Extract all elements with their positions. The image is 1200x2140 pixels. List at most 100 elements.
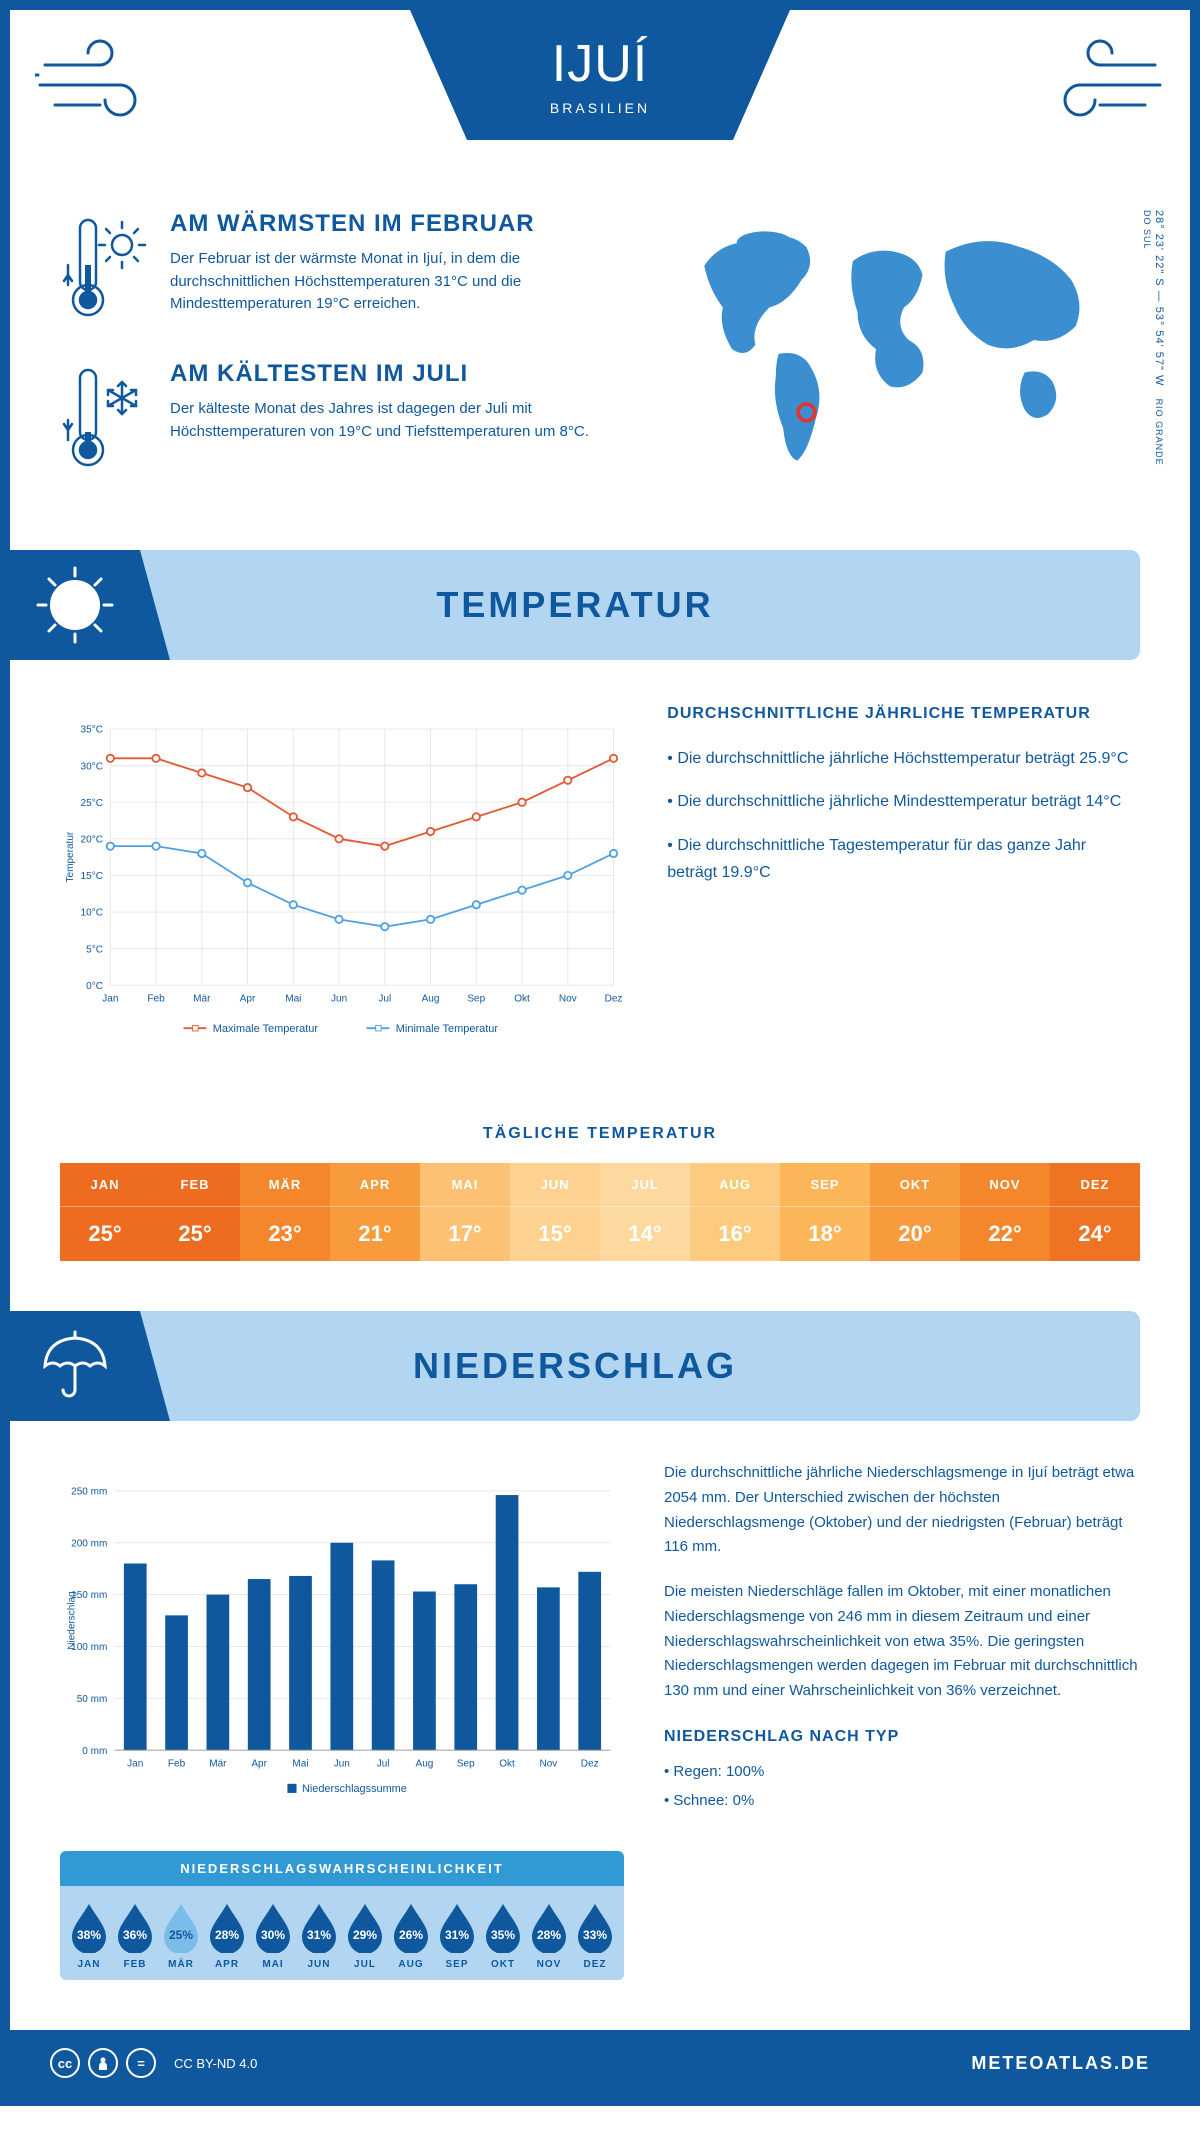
warmest-title: AM WÄRMSTEN IM FEBRUAR (170, 210, 610, 238)
svg-text:33%: 33% (583, 1928, 607, 1942)
by-icon (88, 2048, 118, 2078)
temperature-section-header: TEMPERATUR (10, 550, 1140, 660)
svg-text:28%: 28% (537, 1928, 561, 1942)
world-map (640, 210, 1140, 470)
probability-drop: 29% JUL (344, 1901, 386, 1970)
svg-text:Apr: Apr (240, 994, 256, 1005)
wind-icon (35, 35, 175, 135)
temp-month-header: JUN (510, 1163, 600, 1206)
svg-text:Temperatur: Temperatur (65, 831, 76, 882)
svg-text:Aug: Aug (416, 1759, 434, 1770)
country-name: BRASILIEN (550, 100, 650, 116)
warmest-text: Der Februar ist der wärmste Monat in Iju… (170, 248, 610, 316)
probability-drop: 30% MAI (252, 1901, 294, 1970)
temp-month-header: FEB (150, 1163, 240, 1206)
license-badge: cc = CC BY-ND 4.0 (50, 2048, 257, 2078)
footer: cc = CC BY-ND 4.0 METEOATLAS.DE (10, 2030, 1190, 2096)
svg-text:Jul: Jul (377, 1759, 390, 1770)
daily-temp-title: TÄGLICHE TEMPERATUR (10, 1125, 1190, 1143)
probability-drop: 36% FEB (114, 1901, 156, 1970)
title-banner: IJUÍ BRASILIEN (410, 10, 790, 140)
probability-grid: 38% JAN 36% FEB 25% MÄR 28% APR 30% MAI … (60, 1886, 624, 1980)
svg-text:Niederschlagssumme: Niederschlagssumme (302, 1783, 407, 1795)
wind-icon (1025, 35, 1165, 135)
temp-month-header: JUL (600, 1163, 690, 1206)
temp-month-header: MAI (420, 1163, 510, 1206)
svg-text:36%: 36% (123, 1928, 147, 1942)
temp-value-cell: 21° (330, 1206, 420, 1261)
svg-text:Jan: Jan (102, 994, 118, 1005)
probability-drop: 31% JUN (298, 1901, 340, 1970)
temp-value-cell: 22° (960, 1206, 1050, 1261)
temp-month-header: OKT (870, 1163, 960, 1206)
svg-text:Feb: Feb (147, 994, 165, 1005)
svg-text:10°C: 10°C (81, 908, 103, 919)
sun-icon (30, 560, 120, 650)
svg-text:Mai: Mai (285, 994, 301, 1005)
header: IJUÍ BRASILIEN (10, 10, 1190, 190)
license-text: CC BY-ND 4.0 (174, 2056, 257, 2071)
probability-drop: 35% OKT (482, 1901, 524, 1970)
svg-text:Minimale Temperatur: Minimale Temperatur (396, 1023, 499, 1035)
svg-text:200 mm: 200 mm (71, 1538, 107, 1549)
svg-text:Nov: Nov (539, 1759, 557, 1770)
svg-text:35°C: 35°C (81, 725, 103, 736)
svg-text:Nov: Nov (559, 994, 577, 1005)
umbrella-icon (35, 1326, 115, 1406)
coldest-block: AM KÄLTESTEN IM JULI Der kälteste Monat … (60, 360, 610, 480)
precipitation-bar-chart: 0 mm50 mm100 mm150 mm200 mm250 mmJanFebM… (60, 1461, 624, 1826)
svg-text:0°C: 0°C (86, 981, 103, 992)
svg-text:25°C: 25°C (81, 798, 103, 809)
city-name: IJUÍ (552, 34, 648, 94)
temp-month-header: NOV (960, 1163, 1050, 1206)
temp-value-cell: 17° (420, 1206, 510, 1261)
temperature-line-chart: 0°C5°C10°C15°C20°C25°C30°C35°CJanFebMärA… (60, 700, 627, 1065)
svg-text:Apr: Apr (251, 1759, 267, 1770)
coordinates: 28° 23' 22" S — 53° 54' 57" W RIO GRANDE… (1141, 210, 1165, 470)
coldest-title: AM KÄLTESTEN IM JULI (170, 360, 610, 388)
temp-value-cell: 24° (1050, 1206, 1140, 1261)
probability-drop: 28% NOV (528, 1901, 570, 1970)
svg-text:28%: 28% (215, 1928, 239, 1942)
svg-text:29%: 29% (353, 1928, 377, 1942)
svg-text:Aug: Aug (422, 994, 440, 1005)
temp-month-header: MÄR (240, 1163, 330, 1206)
temp-value-cell: 16° (690, 1206, 780, 1261)
svg-text:250 mm: 250 mm (71, 1487, 107, 1498)
temp-month-header: DEZ (1050, 1163, 1140, 1206)
probability-drop: 28% APR (206, 1901, 248, 1970)
svg-text:0 mm: 0 mm (82, 1746, 107, 1757)
daily-temp-table: JANFEBMÄRAPRMAIJUNJULAUGSEPOKTNOVDEZ25°2… (60, 1163, 1140, 1261)
svg-text:Jan: Jan (127, 1759, 143, 1770)
site-name: METEOATLAS.DE (971, 2053, 1150, 2074)
intro-row: AM WÄRMSTEN IM FEBRUAR Der Februar ist d… (10, 190, 1190, 550)
temp-value-cell: 25° (60, 1206, 150, 1261)
temp-month-header: APR (330, 1163, 420, 1206)
svg-text:Mär: Mär (193, 994, 211, 1005)
temp-value-cell: 18° (780, 1206, 870, 1261)
probability-drop: 31% SEP (436, 1901, 478, 1970)
cc-icon: cc (50, 2048, 80, 2078)
svg-text:30°C: 30°C (81, 761, 103, 772)
temp-value-cell: 25° (150, 1206, 240, 1261)
thermometer-snow-icon (60, 360, 150, 480)
probability-header: NIEDERSCHLAGSWAHRSCHEINLICHKEIT (60, 1851, 624, 1886)
svg-text:50 mm: 50 mm (77, 1694, 108, 1705)
svg-text:Dez: Dez (605, 994, 623, 1005)
svg-text:Mai: Mai (292, 1759, 308, 1770)
svg-text:Jun: Jun (334, 1759, 350, 1770)
precipitation-section-header: NIEDERSCHLAG (10, 1311, 1140, 1421)
temp-value-cell: 15° (510, 1206, 600, 1261)
svg-text:Sep: Sep (467, 994, 485, 1005)
svg-text:31%: 31% (445, 1928, 469, 1942)
temp-month-header: SEP (780, 1163, 870, 1206)
temp-month-header: JAN (60, 1163, 150, 1206)
svg-text:Okt: Okt (499, 1759, 515, 1770)
probability-drop: 33% DEZ (574, 1901, 616, 1970)
probability-drop: 38% JAN (68, 1901, 110, 1970)
svg-text:15°C: 15°C (81, 871, 103, 882)
svg-text:38%: 38% (77, 1928, 101, 1942)
section-title: TEMPERATUR (436, 584, 713, 626)
svg-text:31%: 31% (307, 1928, 331, 1942)
temp-value-cell: 23° (240, 1206, 330, 1261)
